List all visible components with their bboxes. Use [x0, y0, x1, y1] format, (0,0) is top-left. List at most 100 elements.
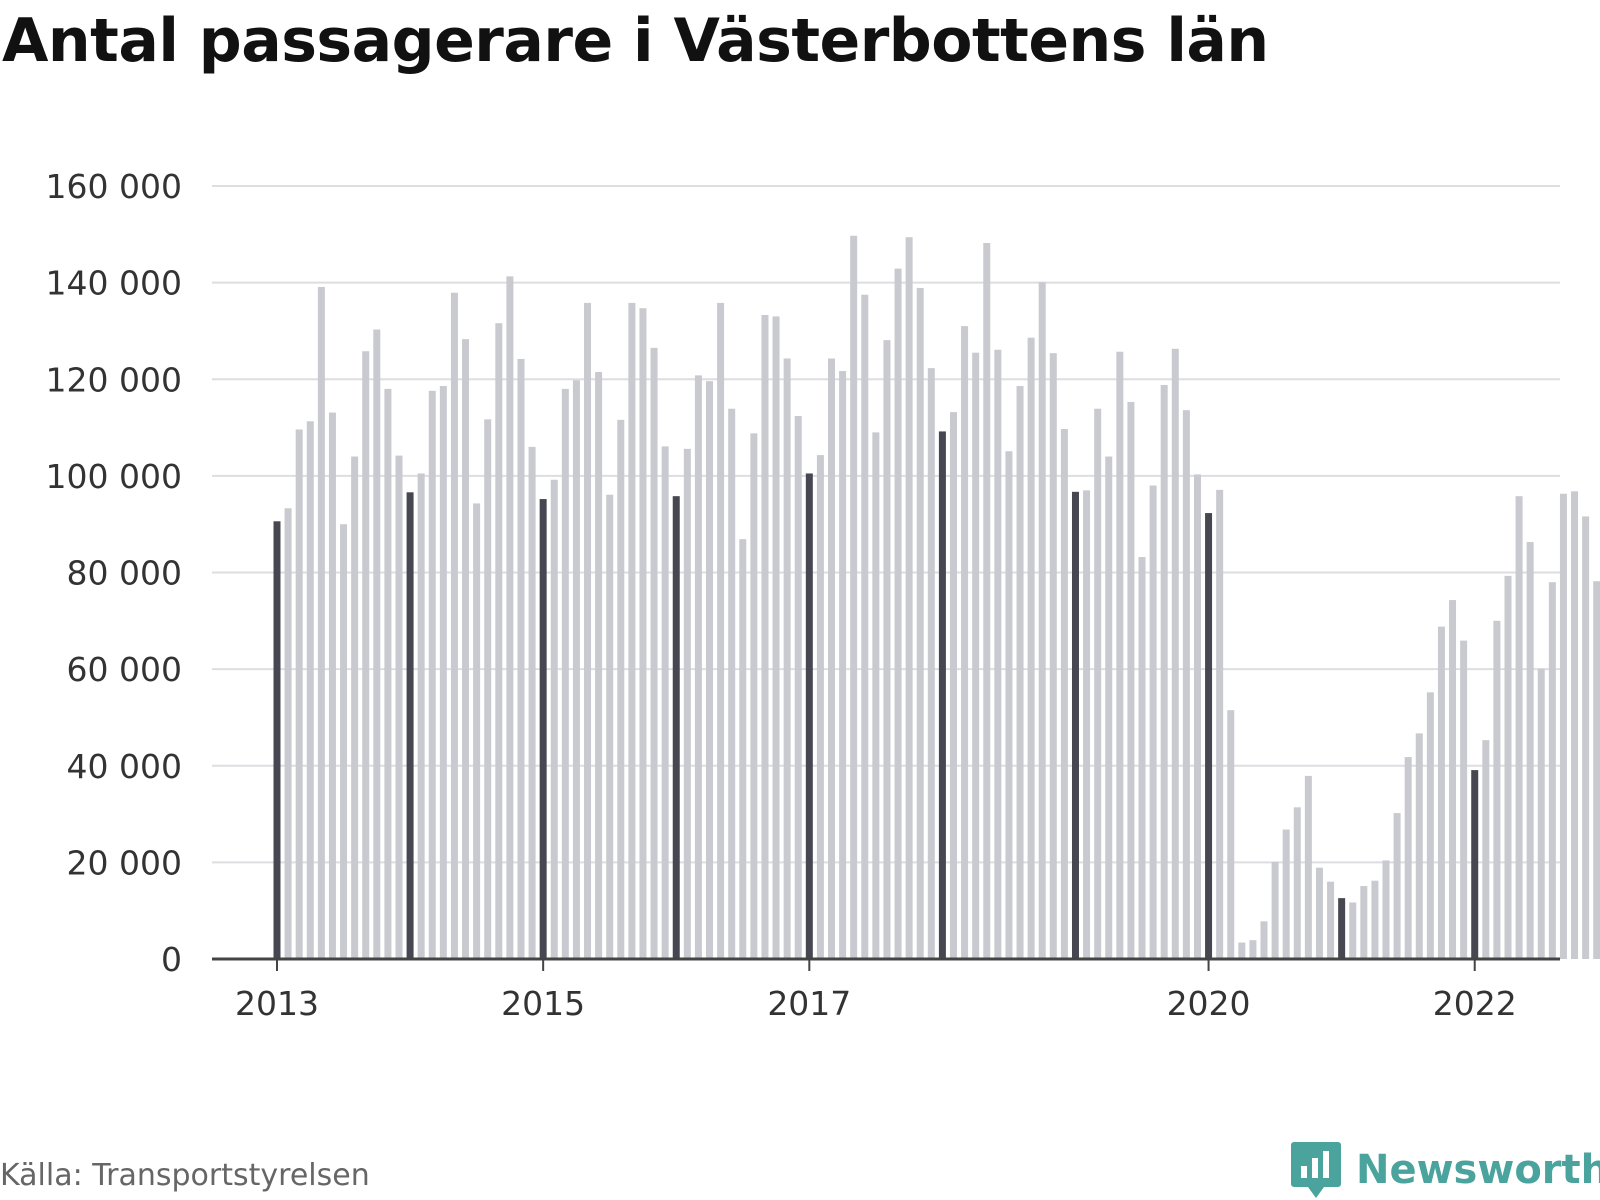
bar [406, 492, 414, 959]
bar [284, 508, 292, 959]
bar [1005, 451, 1013, 959]
bar [373, 329, 381, 959]
bar [1471, 770, 1479, 959]
bar [517, 358, 525, 959]
bar [816, 455, 824, 959]
bar [761, 314, 769, 959]
bar [1559, 493, 1567, 959]
bar [528, 446, 536, 959]
bar [484, 419, 492, 959]
bar [1094, 408, 1102, 960]
bar [783, 358, 791, 960]
bar [894, 268, 902, 959]
bar [1327, 881, 1335, 959]
bar [839, 371, 847, 959]
bar [595, 372, 603, 959]
bar [328, 412, 336, 959]
bar [572, 380, 580, 959]
bar [606, 494, 614, 959]
bar [1504, 575, 1512, 959]
y-tick-label: 80 000 [67, 554, 182, 593]
bar [1049, 353, 1057, 959]
bar [1238, 942, 1246, 959]
bar [1193, 474, 1201, 959]
bar [983, 243, 991, 960]
bar [1426, 692, 1434, 959]
bar [539, 499, 547, 959]
bar [739, 539, 747, 959]
bar [1105, 456, 1113, 959]
x-tick-label: 2013 [235, 984, 319, 1023]
source-credit: Källa: Transportstyrelsen [0, 1158, 370, 1193]
bar [1304, 775, 1312, 959]
bar [1038, 282, 1046, 960]
bar [306, 421, 314, 959]
bar [1315, 867, 1323, 959]
bar [861, 294, 869, 959]
bar [961, 326, 969, 959]
y-tick-label: 60 000 [67, 650, 182, 689]
y-tick-label: 140 000 [46, 264, 182, 303]
bar [938, 431, 946, 959]
bar [750, 433, 758, 959]
bar [949, 412, 957, 959]
bar [1338, 898, 1346, 959]
bar [927, 368, 935, 959]
bar [1138, 557, 1146, 959]
bar [1116, 351, 1124, 959]
bar [994, 349, 1002, 959]
bar [1593, 581, 1600, 959]
bar [728, 408, 736, 960]
bar [1060, 429, 1068, 960]
bar [1282, 829, 1290, 959]
bar [639, 308, 647, 960]
chart-title: Antal passagerare i Västerbottens län [2, 6, 1269, 76]
newsworthy-logo-icon [1291, 1142, 1341, 1198]
bar [883, 340, 891, 959]
bar [706, 381, 714, 959]
bar [1205, 513, 1213, 959]
bar [1360, 886, 1368, 959]
bar [916, 287, 924, 960]
bar [1249, 940, 1257, 959]
bar [872, 432, 880, 959]
bar [1260, 921, 1268, 959]
bar [439, 386, 447, 959]
x-tick-label: 2017 [767, 984, 851, 1023]
bar [850, 235, 858, 960]
bar [972, 352, 980, 960]
y-tick-label: 20 000 [67, 843, 182, 882]
bar [1016, 386, 1024, 959]
bar [683, 448, 691, 959]
bar [1582, 516, 1590, 959]
bar [273, 521, 281, 959]
bar [1460, 640, 1468, 959]
bar [794, 415, 802, 959]
brand-name: Newsworthy [1356, 1147, 1600, 1193]
bar [1027, 337, 1035, 959]
bar [1271, 861, 1279, 959]
bar [340, 524, 348, 959]
bar [650, 347, 658, 959]
bar [395, 455, 403, 959]
bar [550, 479, 558, 959]
bar [1127, 401, 1135, 959]
bar [1393, 813, 1401, 959]
bar [362, 351, 370, 959]
bar [1349, 902, 1357, 959]
newsworthy-brand[interactable]: Newsworthy [1290, 1140, 1600, 1200]
bar [1482, 740, 1490, 959]
bar [1571, 491, 1579, 959]
bar [561, 388, 569, 960]
bar [1182, 410, 1190, 959]
bar [1293, 807, 1301, 959]
bar [317, 286, 325, 959]
bar [1371, 880, 1379, 959]
bar [295, 429, 303, 959]
bar [905, 237, 913, 959]
y-tick-label: 40 000 [67, 747, 182, 786]
bar [1227, 710, 1235, 959]
bar [584, 302, 592, 959]
y-tick-label: 120 000 [46, 360, 182, 399]
bar [1548, 582, 1556, 959]
